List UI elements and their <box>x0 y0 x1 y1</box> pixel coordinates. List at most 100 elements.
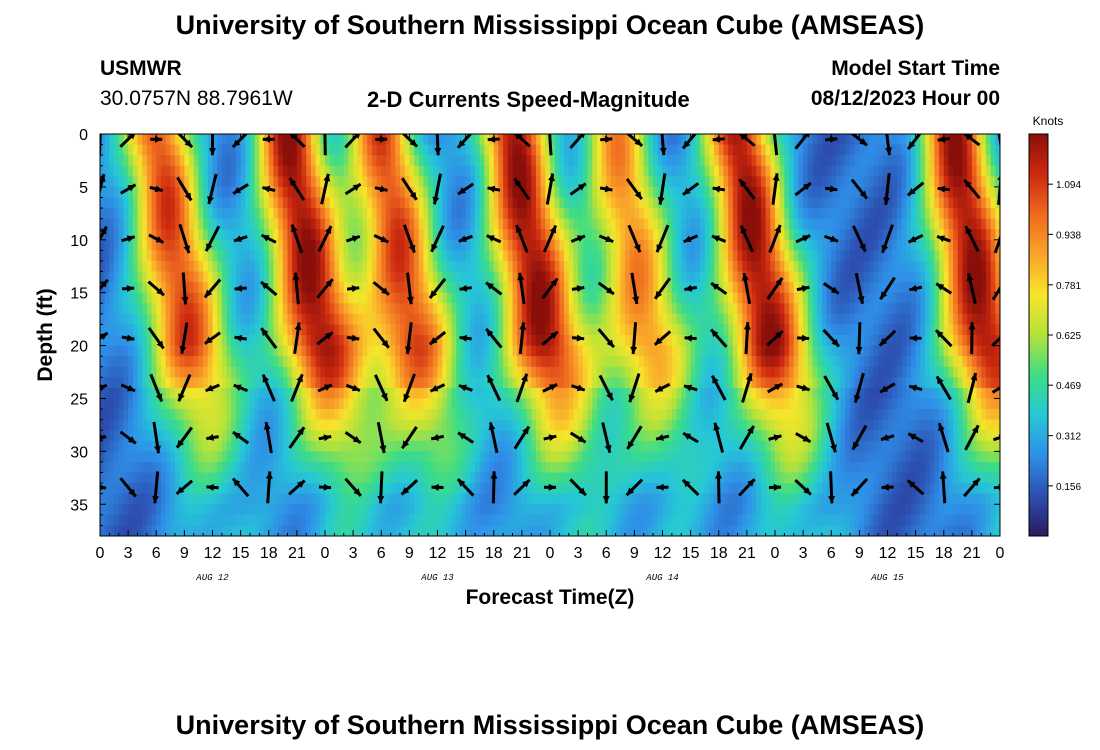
heatmap-cell <box>329 144 335 156</box>
heatmap-cell <box>367 356 373 368</box>
heatmap-cell <box>221 504 228 516</box>
heatmap-cell <box>240 208 246 220</box>
heatmap-cell <box>240 229 246 241</box>
heatmap-cell <box>592 186 598 199</box>
heatmap-cell <box>498 208 504 220</box>
heatmap-cell <box>409 208 415 220</box>
heatmap-cell <box>381 324 387 336</box>
heatmap-cell <box>385 303 392 315</box>
heatmap-cell <box>414 250 420 262</box>
heatmap-cell <box>601 292 607 304</box>
heatmap-cell <box>137 493 143 505</box>
heatmap-cell <box>156 165 162 177</box>
heatmap-cell <box>301 345 307 357</box>
heatmap-cell <box>348 218 354 230</box>
heatmap-cell <box>385 292 392 304</box>
heatmap-cell <box>240 493 246 505</box>
heatmap-cell <box>451 197 457 209</box>
heatmap-cell <box>512 493 518 505</box>
heatmap-cell <box>625 356 631 368</box>
heatmap-cell <box>118 208 125 220</box>
heatmap-cell <box>657 229 664 241</box>
heatmap-cell <box>334 335 340 347</box>
heatmap-cell <box>625 260 631 273</box>
heatmap-cell <box>629 419 635 431</box>
heatmap-cell <box>109 197 115 209</box>
heatmap-cell <box>695 398 701 410</box>
heatmap-cell <box>456 409 462 421</box>
heatmap-cell <box>254 229 260 241</box>
heatmap-cell <box>221 483 228 495</box>
heatmap-cell <box>676 451 682 463</box>
heatmap-cell <box>381 218 387 230</box>
heatmap-cell <box>339 345 345 357</box>
heatmap-cell <box>231 409 237 421</box>
heatmap-cell <box>704 208 710 220</box>
heatmap-cell <box>301 229 307 241</box>
heatmap-cell <box>128 398 134 410</box>
heatmap-cell <box>582 282 589 294</box>
heatmap-cell <box>250 186 256 199</box>
heatmap-cell <box>381 451 387 463</box>
heatmap-cell <box>409 366 415 378</box>
heatmap-cell <box>235 514 242 527</box>
heatmap-cell <box>151 366 157 378</box>
heatmap-cell <box>484 250 490 262</box>
heatmap-cell <box>465 303 471 315</box>
heatmap-cell <box>193 313 200 326</box>
heatmap-cell <box>343 144 350 156</box>
heatmap-cell <box>535 514 542 527</box>
heatmap-cell <box>653 387 659 400</box>
heatmap-cell <box>414 176 420 188</box>
heatmap-cell <box>343 345 350 357</box>
heatmap-cell <box>301 239 307 251</box>
heatmap-cell <box>146 250 153 262</box>
heatmap-cell <box>207 303 214 315</box>
heatmap-cell <box>456 461 462 474</box>
heatmap-cell <box>142 335 148 347</box>
heatmap-cell <box>676 250 682 262</box>
heatmap-cell <box>475 451 481 463</box>
heatmap-cell <box>475 260 481 273</box>
heatmap-cell <box>198 186 204 199</box>
heatmap-cell <box>329 229 335 241</box>
heatmap-cell <box>456 483 462 495</box>
heatmap-cell <box>582 250 589 262</box>
heatmap-cell <box>512 155 518 167</box>
heatmap-cell <box>404 335 410 347</box>
heatmap-cell <box>442 260 448 273</box>
heatmap-cell <box>362 176 368 188</box>
heatmap-cell <box>465 451 471 463</box>
heatmap-cell <box>151 430 157 442</box>
heatmap-cell <box>535 155 542 167</box>
heatmap-cell <box>339 292 345 304</box>
heatmap-cell <box>357 461 364 474</box>
heatmap-cell <box>189 313 195 326</box>
heatmap-cell <box>151 483 157 495</box>
heatmap-cell <box>381 472 387 484</box>
heatmap-cell <box>700 144 706 156</box>
heatmap-cell <box>400 387 406 400</box>
heatmap-cell <box>690 155 696 167</box>
heatmap-cell <box>264 440 270 452</box>
heatmap-cell <box>329 271 335 283</box>
heatmap-cell <box>357 271 364 283</box>
heatmap-cell <box>245 419 251 431</box>
heatmap-cell <box>240 387 246 400</box>
heatmap-cell <box>137 176 143 188</box>
heatmap-cell <box>245 483 251 495</box>
heatmap-cell <box>226 504 232 516</box>
heatmap-cell <box>212 271 218 283</box>
heatmap-cell <box>554 176 560 188</box>
heatmap-cell <box>179 218 185 230</box>
heatmap-cell <box>315 208 321 220</box>
heatmap-cell <box>170 461 176 474</box>
heatmap-cell <box>610 292 617 304</box>
heatmap-cell <box>615 282 621 294</box>
heatmap-cell <box>334 440 340 452</box>
heatmap-cell <box>282 398 289 410</box>
heatmap-cell <box>385 208 392 220</box>
heatmap-cell <box>310 366 317 378</box>
heatmap-cell <box>273 218 279 230</box>
heatmap-cell <box>273 514 279 527</box>
